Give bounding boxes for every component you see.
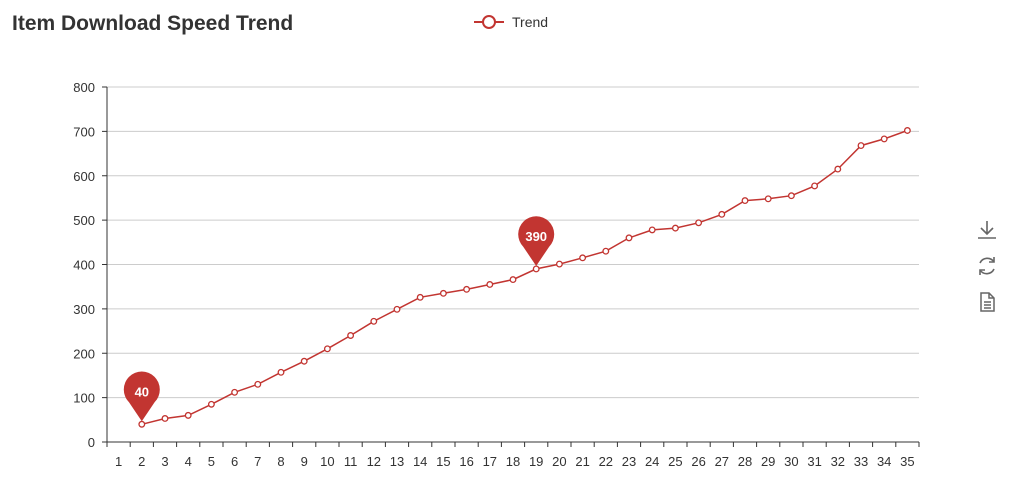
y-tick-label: 700 [73,124,95,139]
data-point [161,415,169,422]
x-tick-label: 23 [622,454,636,469]
x-tick-label: 5 [208,454,215,469]
data-point [787,192,795,200]
data-point [323,345,331,353]
data-point [463,285,471,293]
x-tick-label: 35 [900,454,914,469]
x-tick-label: 25 [668,454,682,469]
marker-label: 40 [135,384,149,399]
legend-item-trend[interactable]: Trend [474,14,548,30]
data-point [880,135,888,143]
data-point [486,281,494,288]
x-tick-label: 34 [877,454,891,469]
data-point [184,411,192,419]
data-point [532,265,540,273]
data-point [625,234,633,242]
x-tick-label: 30 [784,454,798,469]
y-tick-label: 300 [73,302,95,317]
data-point [555,260,563,268]
x-tick-label: 13 [390,454,404,469]
x-tick-label: 16 [459,454,473,469]
x-tick-label: 24 [645,454,659,469]
x-tick-label: 3 [161,454,168,469]
data-point [741,197,749,205]
data-point [207,400,215,408]
y-tick-label: 800 [73,80,95,95]
legend-line-circle-icon [474,15,504,29]
series-line [141,129,908,426]
marker-pin [518,216,555,266]
data-point [648,226,656,234]
data-point [138,420,146,428]
x-tick-label: 18 [506,454,520,469]
x-tick-label: 26 [691,454,705,469]
data-point [903,127,911,134]
data-point [764,195,772,203]
x-tick-label: 8 [277,454,284,469]
x-tick-label: 28 [738,454,752,469]
x-tick-label: 21 [575,454,589,469]
x-tick-label: 10 [320,454,334,469]
x-tick-label: 29 [761,454,775,469]
x-tick-label: 2 [138,454,145,469]
data-point [416,293,424,301]
data-point [254,380,262,388]
data-point [300,357,308,365]
x-tick-label: 33 [854,454,868,469]
x-tick-label: 4 [185,454,192,469]
x-tick-label: 11 [344,454,358,469]
chart-title: Item Download Speed Trend [12,12,294,35]
data-point [393,305,401,313]
data-point [347,332,355,339]
data-point [277,368,285,376]
refresh-icon[interactable] [975,254,999,278]
marker-label: 390 [525,229,547,244]
y-tick-label: 400 [73,258,95,273]
x-tick-label: 22 [599,454,613,469]
data-point [602,247,610,255]
legend-label: Trend [512,14,549,30]
data-point [579,254,587,262]
toolbox [975,218,999,314]
data-point [509,276,517,284]
y-tick-label: 200 [73,346,95,361]
data-point [857,142,865,150]
data-point [439,289,447,297]
y-tick-label: 500 [73,213,95,228]
x-tick-label: 20 [552,454,566,469]
data-point [695,219,703,227]
x-tick-label: 1 [115,454,122,469]
marker-pin [123,371,160,422]
x-tick-label: 12 [367,454,381,469]
y-tick-label: 0 [88,435,95,450]
data-point [370,317,378,325]
download-icon[interactable] [975,218,999,242]
x-tick-label: 27 [715,454,729,469]
x-tick-label: 7 [254,454,261,469]
y-tick-label: 600 [73,169,95,184]
x-tick-label: 6 [231,454,238,469]
data-point [811,182,819,190]
x-tick-label: 14 [413,454,427,469]
data-point [718,210,726,218]
y-tick-label: 100 [73,391,95,406]
data-view-icon[interactable] [975,290,999,314]
data-point [834,165,842,173]
x-tick-label: 32 [831,454,845,469]
x-tick-label: 31 [807,454,821,469]
x-tick-label: 9 [301,454,308,469]
data-point [671,224,679,232]
x-tick-label: 15 [436,454,450,469]
x-tick-label: 17 [483,454,497,469]
x-tick-label: 19 [529,454,543,469]
data-point [231,388,239,396]
